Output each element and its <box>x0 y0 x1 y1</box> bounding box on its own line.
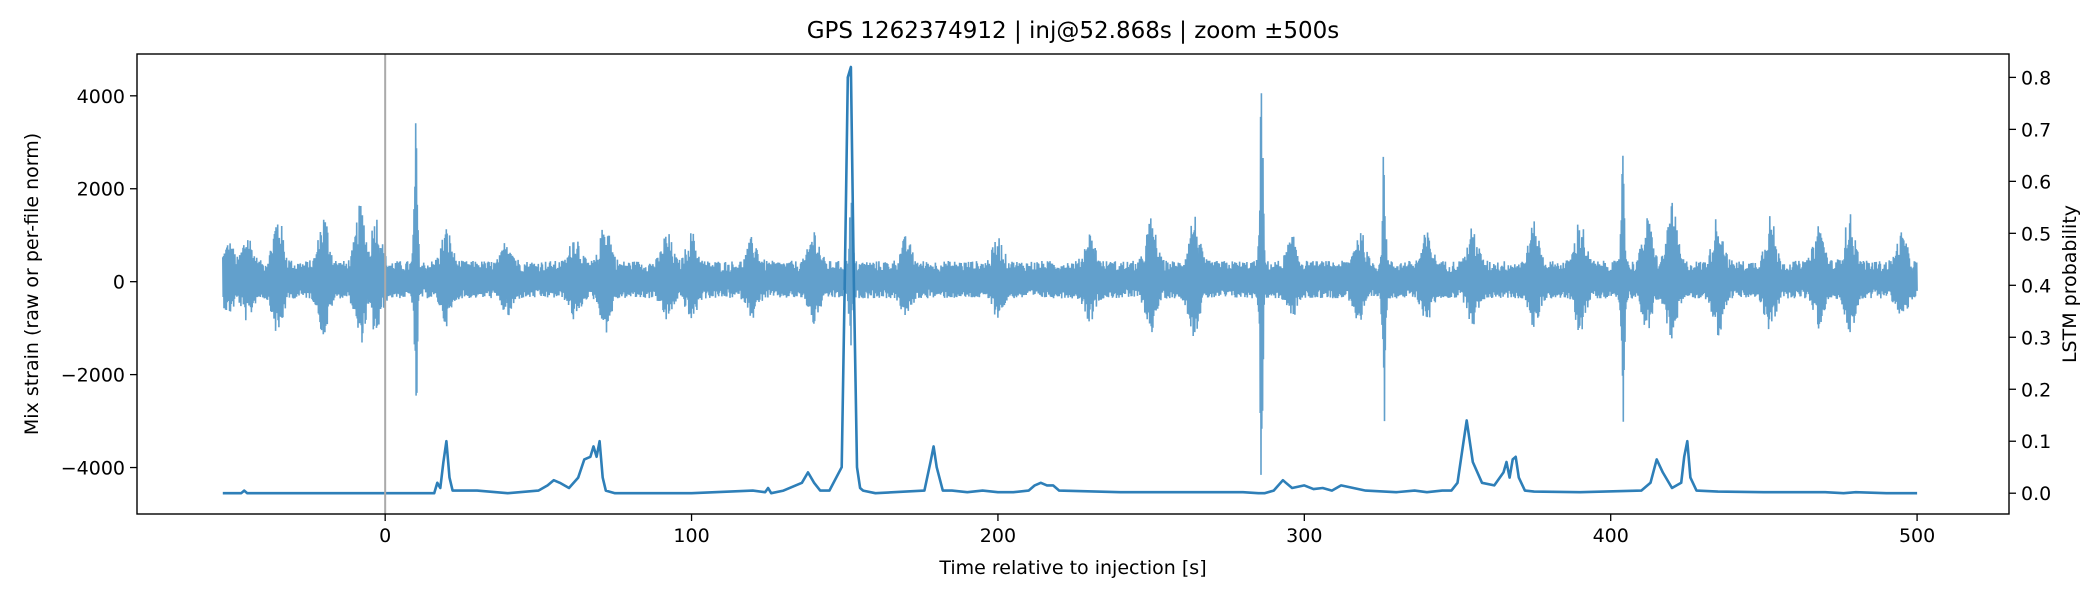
y-right-tick-label: 0.0 <box>2021 483 2051 505</box>
y-axis-right: 0.0 0.1 0.2 0.3 0.4 0.5 0.6 0.7 0.8 <box>2009 67 2051 505</box>
y-axis-left-label: Mix strain (raw or per-file norm) <box>21 133 43 435</box>
y-left-tick-label: −4000 <box>61 458 125 480</box>
y-right-tick-label: 0.1 <box>2021 431 2051 453</box>
series-layer <box>222 65 1918 495</box>
y-right-tick-label: 0.6 <box>2021 171 2051 193</box>
y-right-tick-label: 0.7 <box>2021 119 2051 141</box>
x-tick-label: 100 <box>673 525 709 547</box>
y-left-tick-label: 0 <box>113 272 125 294</box>
x-tick-label: 500 <box>1899 525 1935 547</box>
y-left-tick-label: 4000 <box>77 86 125 108</box>
y-left-tick-label: 2000 <box>77 179 125 201</box>
x-tick-label: 300 <box>1286 525 1322 547</box>
y-axis-right-label: LSTM probability <box>2059 205 2081 363</box>
probability-series-line <box>222 65 1918 495</box>
x-axis: 0 100 200 300 400 500 <box>379 514 1935 547</box>
y-right-tick-label: 0.8 <box>2021 67 2051 89</box>
y-right-tick-label: 0.2 <box>2021 379 2051 401</box>
y-right-tick-label: 0.3 <box>2021 327 2051 349</box>
x-tick-label: 0 <box>379 525 391 547</box>
plot-frame <box>136 53 2010 515</box>
x-tick-label: 400 <box>1593 525 1629 547</box>
y-right-tick-label: 0.4 <box>2021 275 2051 297</box>
strain-series-line <box>222 93 1918 475</box>
chart-title: GPS 1262374912 | inj@52.868s | zoom ±500… <box>807 18 1340 44</box>
x-axis-label: Time relative to injection [s] <box>938 557 1206 579</box>
y-right-tick-label: 0.5 <box>2021 223 2051 245</box>
y-left-tick-label: −2000 <box>61 365 125 387</box>
x-tick-label: 200 <box>980 525 1016 547</box>
y-axis-left: −4000 −2000 0 2000 4000 <box>61 86 137 480</box>
